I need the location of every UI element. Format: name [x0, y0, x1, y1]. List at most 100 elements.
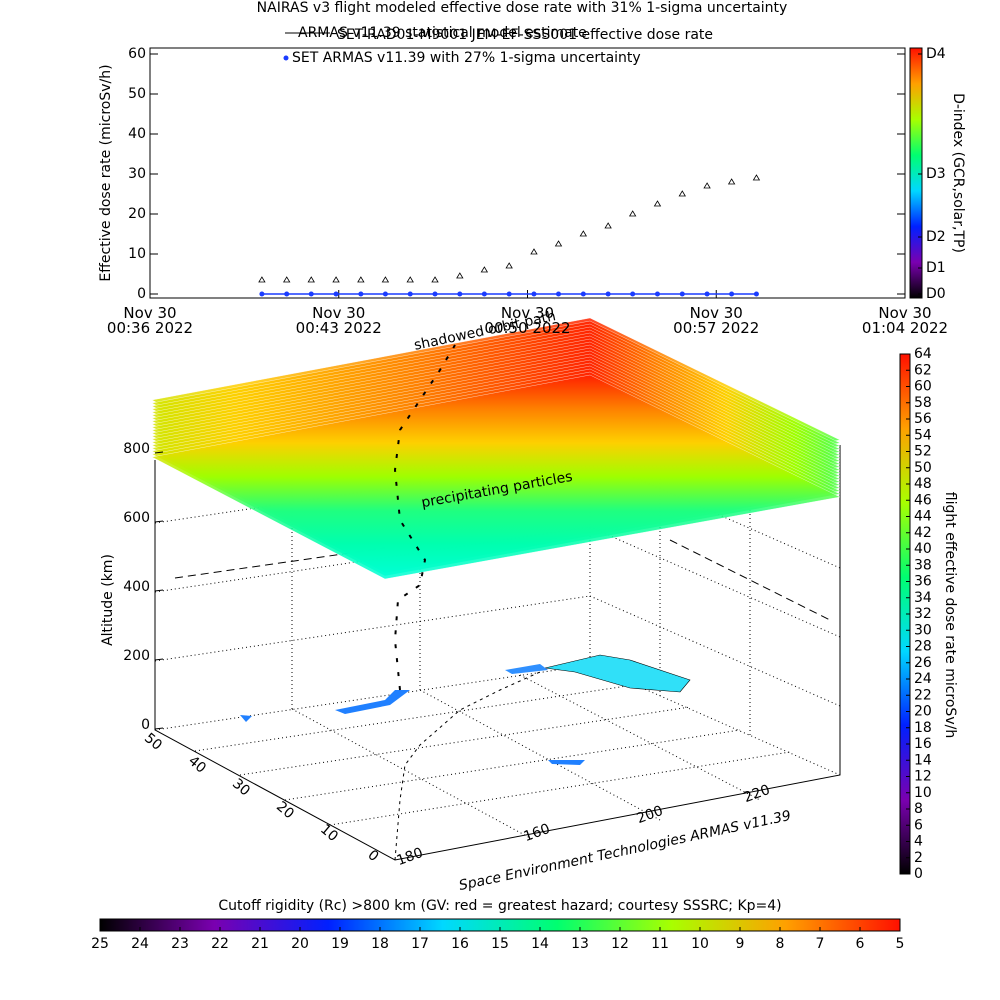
colorbar-tick-label: 16: [914, 736, 932, 752]
colorbar-tick-label: 4: [914, 834, 923, 850]
colorbar-title: Cutoff rigidity (Rc) >800 km (GV: red = …: [218, 898, 781, 914]
lon-tick-label: 220: [742, 782, 773, 806]
colorbar-tick-label: 18: [371, 936, 389, 952]
colorbar-tick-label: 2: [914, 850, 923, 866]
colorbar-tick-label: 7: [816, 936, 825, 952]
colorbar-tick-label: 15: [491, 936, 509, 952]
colorbar-tick-label: 5: [896, 936, 905, 952]
colorbar-tick-label: D0: [926, 286, 946, 302]
colorbar-tick-label: 26: [914, 655, 932, 671]
colorbar-tick-label: 62: [914, 362, 932, 378]
marker: [307, 276, 315, 283]
y-tick-label: 40: [128, 126, 146, 142]
colorbar-tick-label: 20: [291, 936, 309, 952]
marker: [678, 190, 686, 197]
marker: [530, 248, 538, 255]
colorbar-tick-label: 42: [914, 525, 932, 541]
marker: [381, 276, 390, 283]
colorbar-tick-label: 20: [914, 704, 932, 720]
marker: [703, 182, 711, 189]
colorbar-tick-label: 64: [914, 346, 932, 362]
y-tick-label: 20: [128, 206, 146, 222]
marker: [554, 240, 563, 247]
dose-layers: [151, 317, 841, 580]
colorbar-tick-label: 8: [776, 936, 785, 952]
marker: [753, 291, 759, 297]
colorbar-tick-label: 22: [914, 687, 932, 703]
colorbar-tick-label: 12: [611, 936, 629, 952]
lon-tick-label: 180: [395, 845, 426, 869]
colorbar-tick-label: 14: [914, 752, 932, 768]
z-tick: [154, 520, 164, 523]
colorbar-title: D-index (GCR,solar,TP): [950, 93, 966, 253]
marker: [432, 291, 438, 297]
legend-label: SET ARMAS v11.39 with 27% 1-sigma uncert…: [292, 50, 641, 66]
colorbar-tick-label: 14: [531, 936, 549, 952]
lat-tick-label: 40: [185, 753, 209, 777]
z-tick-label: 400: [123, 579, 150, 595]
colorbar-tick-label: 34: [914, 590, 932, 606]
colorbar-tick-label: 54: [914, 427, 932, 443]
marker: [679, 291, 685, 297]
x-tick-label: Nov 30 00:43 2022: [295, 304, 382, 337]
marker: [456, 272, 464, 279]
marker: [332, 276, 340, 283]
orbit-path: [393, 344, 541, 861]
colorbar-title: flight effective dose rate microSv/h: [942, 492, 958, 738]
legend-label: ARMAS v11.39 statistical model estimate: [298, 25, 587, 41]
colorbar-tick-label: 6: [914, 817, 923, 833]
marker: [605, 291, 611, 297]
marker: [333, 291, 339, 297]
lon-tick-label: 200: [635, 803, 666, 827]
y-tick-label: 0: [137, 286, 146, 302]
marker: [531, 291, 537, 297]
lat-tick-label: 10: [317, 821, 341, 845]
lon-tick-label: 160: [522, 821, 553, 845]
marker: [630, 291, 636, 297]
colorbar-tick-label: 58: [914, 395, 932, 411]
y-tick-label: 50: [128, 86, 146, 102]
colorbar-tick-label: 56: [914, 411, 932, 427]
marker: [506, 291, 512, 297]
z-tick-label: 0: [141, 717, 150, 733]
y-tick-label: 60: [128, 46, 146, 62]
colorbar-tick-label: 24: [131, 936, 149, 952]
colorbar-tick-label: 13: [571, 936, 589, 952]
colorbar-tick-label: 19: [331, 936, 349, 952]
marker: [729, 291, 735, 297]
colorbar-tick-label: 8: [914, 801, 923, 817]
marker: [258, 276, 266, 283]
colorbar-tick-label: 11: [651, 936, 669, 952]
marker: [727, 178, 736, 185]
colorbar-tick-label: 10: [914, 785, 932, 801]
colorbar-tick-label: 48: [914, 476, 932, 492]
colorbar-tick-label: 36: [914, 574, 932, 590]
marker: [481, 291, 487, 297]
x-tick-label: Nov 30 00:57 2022: [673, 304, 760, 337]
marker: [284, 291, 290, 297]
colorbar-tick-label: 18: [914, 720, 932, 736]
y-tick-label: 30: [128, 166, 146, 182]
marker: [407, 291, 413, 297]
marker: [556, 291, 562, 297]
colorbar-tick-label: 30: [914, 622, 932, 638]
colorbar-tick-label: 40: [914, 541, 932, 557]
z-tick: [154, 451, 164, 454]
colorbar-tick-label: 28: [914, 639, 932, 655]
x-tick-label: Nov 30 00:50 2022: [484, 304, 571, 337]
y-axis-title: Effective dose rate (microSv/h): [98, 64, 114, 281]
colorbar-tick-label: 16: [451, 936, 469, 952]
lat-tick-label: 20: [273, 799, 297, 823]
marker: [358, 291, 364, 297]
colorbar-tick-label: D3: [926, 166, 946, 182]
colorbar-tick-label: 25: [91, 936, 109, 952]
colorbar-tick-label: 10: [691, 936, 709, 952]
colorbar-tick-label: 46: [914, 492, 932, 508]
z-tick-label: 800: [123, 441, 150, 457]
z-axis-title: Altitude (km): [100, 554, 116, 646]
colorbar-tick-label: 60: [914, 379, 932, 395]
lat-tick-label: 0: [364, 847, 381, 865]
marker: [283, 276, 291, 283]
